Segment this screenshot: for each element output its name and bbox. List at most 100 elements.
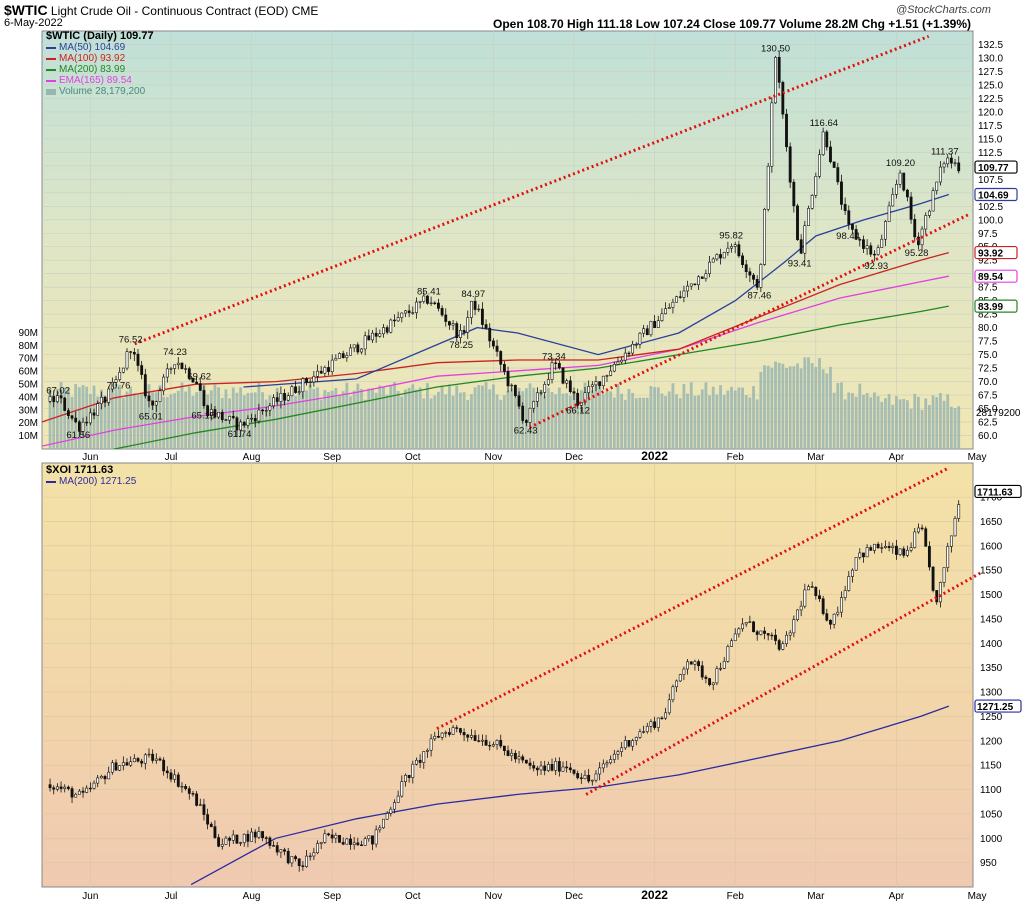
volume-bar	[814, 366, 818, 449]
xoi-candle	[832, 613, 836, 625]
wtic-candle	[121, 367, 125, 373]
xoi-candle	[865, 547, 869, 558]
xoi-candle	[469, 735, 473, 738]
volume-bar	[609, 391, 613, 449]
wtic-ytick-label: 70.0	[978, 377, 998, 388]
xoi-candle	[730, 640, 733, 647]
volume-bar	[829, 366, 832, 449]
volume-tick-label: 20M	[19, 418, 38, 429]
xoi-candle	[554, 761, 558, 771]
xoi-candle	[385, 813, 389, 820]
volume-bar	[491, 384, 495, 449]
price-annotation: 116.64	[810, 118, 838, 129]
wtic-candle	[898, 172, 902, 185]
wtic-candle	[949, 157, 953, 164]
volume-bar	[360, 388, 363, 449]
volume-bar	[48, 388, 52, 449]
wtic-candle	[568, 380, 572, 392]
wtic-candle	[869, 245, 873, 255]
wtic-candle	[785, 113, 788, 148]
xoi-candle	[766, 633, 770, 636]
wtic-ytick-label: 130.0	[978, 53, 1003, 64]
last-value-label: 109.77	[978, 163, 1009, 174]
xoi-candle	[792, 619, 796, 634]
wtic-xtick-label: 2022	[641, 449, 668, 463]
wtic-candle	[103, 396, 107, 403]
xoi-candle	[286, 850, 290, 864]
volume-bar	[920, 409, 924, 449]
wtic-candle	[744, 264, 748, 273]
wtic-candle	[733, 244, 737, 247]
xoi-candle	[491, 744, 495, 747]
wtic-candle	[488, 327, 492, 342]
volume-bar	[433, 395, 437, 449]
wtic-candle	[360, 348, 363, 353]
wtic-candle	[96, 403, 100, 416]
wtic-ytick-label: 127.5	[978, 67, 1003, 78]
wtic-ytick-label: 65.0	[978, 404, 998, 415]
volume-bar	[330, 390, 334, 449]
wtic-candle	[884, 221, 887, 240]
volume-bar	[656, 387, 660, 449]
wtic-candle	[513, 384, 517, 396]
xoi-candle	[898, 548, 902, 555]
xoi-candle	[653, 721, 657, 728]
xoi-candle	[338, 834, 341, 843]
wtic-candle	[382, 327, 385, 335]
wtic-candle	[539, 392, 543, 394]
xoi-candle	[814, 586, 818, 597]
wtic-candle	[217, 411, 221, 418]
wtic-xtick-label: Dec	[565, 452, 583, 463]
xoi-candle	[891, 545, 895, 548]
volume-bar	[191, 395, 195, 449]
xoi-candle	[916, 527, 920, 533]
wtic-candle	[356, 344, 360, 353]
xoi-candle	[744, 622, 748, 625]
xoi-candle	[796, 609, 799, 620]
xoi-candle	[198, 804, 202, 806]
wtic-xtick-label: May	[968, 452, 987, 463]
wtic-candle	[396, 317, 400, 322]
volume-bar	[356, 383, 360, 449]
wtic-candle	[55, 395, 59, 403]
volume-bar	[605, 391, 609, 449]
xoi-ytick-label: 1200	[980, 736, 1003, 747]
volume-bar	[297, 385, 301, 449]
legend-ema165: EMA(165) 89.54	[46, 75, 154, 86]
wtic-candle	[158, 390, 162, 403]
xoi-candle	[70, 788, 74, 798]
volume-bar	[642, 397, 646, 449]
xoi-candle	[349, 838, 352, 845]
volume-bar	[906, 400, 909, 449]
volume-bar	[294, 396, 297, 449]
volume-bar	[711, 386, 715, 449]
xoi-panel-background	[41, 462, 974, 888]
xoi-candle	[693, 661, 697, 665]
volume-bar	[352, 390, 356, 449]
legend-xoi-ma200: MA(200) 1271.25	[46, 476, 136, 487]
volume-bar	[418, 387, 422, 449]
legend-ma200: MA(200) 83.99	[46, 64, 154, 75]
wtic-candle	[444, 314, 448, 322]
wtic-candle	[195, 381, 199, 384]
wtic-candle	[873, 253, 876, 256]
xoi-candle	[176, 774, 180, 787]
volume-bar	[810, 363, 814, 449]
last-value-label: 89.54	[978, 272, 1003, 283]
wtic-candle	[451, 323, 455, 326]
wtic-candle	[722, 252, 726, 259]
wtic-candle	[532, 401, 536, 409]
wtic-candle	[125, 351, 129, 369]
wtic-candle	[506, 371, 510, 387]
wtic-candle	[246, 418, 250, 426]
volume-bar	[129, 386, 133, 449]
volume-bar	[110, 385, 114, 449]
volume-bar	[763, 365, 766, 449]
xoi-candle	[755, 631, 759, 635]
xoi-candle	[422, 751, 426, 763]
xoi-ytick-label: 1300	[980, 688, 1003, 699]
wtic-trendlines	[134, 34, 970, 429]
wtic-candle	[250, 417, 253, 420]
volume-bar	[268, 395, 272, 449]
